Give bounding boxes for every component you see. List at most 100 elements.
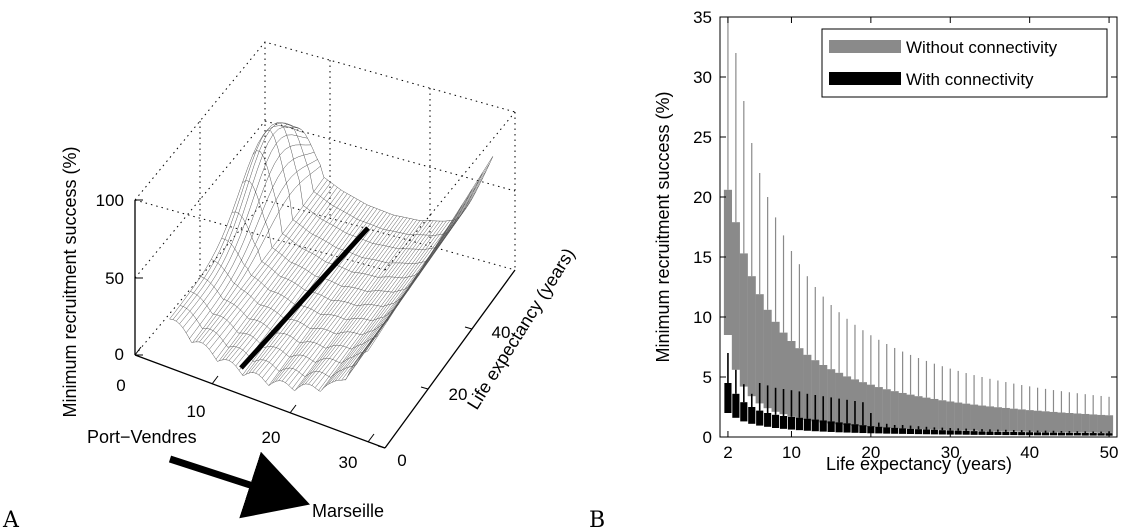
z-tick-label: 0: [115, 345, 124, 364]
chart-ticks: 0 5 10 15 20 25 30 35 2 10 20 30 40 50: [693, 8, 1118, 462]
z-ticks: 100 50 0: [96, 191, 143, 364]
optimal-line: [239, 226, 370, 370]
box: [1073, 413, 1082, 433]
x-tick-label: 2: [723, 443, 732, 462]
start-site-label: Port−Vendres: [87, 427, 197, 447]
box: [978, 431, 986, 435]
box: [977, 405, 987, 431]
box: [1057, 412, 1066, 433]
y-tick-label: 20: [693, 188, 712, 207]
box: [779, 332, 788, 415]
box: [835, 422, 843, 433]
box: [1081, 413, 1090, 433]
box: [867, 426, 875, 434]
y-tick-label: 30: [693, 68, 712, 87]
chart-bars: [723, 17, 1114, 436]
box: [724, 383, 732, 413]
box: [883, 427, 891, 434]
box: [1097, 414, 1106, 433]
x-tick-label: 0: [116, 376, 125, 395]
x-tick-label: 30: [339, 453, 358, 472]
box: [1010, 431, 1018, 436]
box: [1105, 415, 1114, 433]
chart-panel: 0 5 10 15 20 25 30 35 2 10 20 30 40 50 Without connec…: [589, 8, 1119, 529]
box: [819, 420, 827, 432]
box: [891, 427, 899, 434]
box: [748, 407, 756, 424]
box: [906, 428, 915, 434]
legend-swatch-without: [829, 40, 901, 53]
box: [914, 429, 923, 435]
box: [803, 354, 812, 420]
box: [1041, 411, 1050, 433]
x-tick-label: 10: [187, 402, 206, 421]
box: [922, 397, 931, 430]
box: [1049, 411, 1058, 433]
box: [787, 416, 796, 430]
y-tick-label: 5: [703, 368, 712, 387]
box: [962, 430, 970, 435]
box: [930, 398, 939, 430]
box: [755, 294, 764, 404]
y-tick-label: 15: [693, 248, 712, 267]
box: [1017, 409, 1026, 432]
box: [803, 418, 811, 431]
box: [787, 341, 796, 417]
box: [1034, 432, 1042, 436]
x-tick-label: 50: [1100, 443, 1119, 462]
box: [1018, 432, 1026, 436]
box: [851, 424, 859, 433]
surface-box: [134, 41, 516, 356]
box: [795, 348, 804, 419]
box: [859, 425, 867, 434]
box: [938, 400, 947, 430]
box: [1089, 414, 1098, 433]
box: [763, 309, 772, 409]
z-axis-label: Minimum recruitment success (%): [60, 146, 80, 417]
box: [866, 384, 875, 427]
box: [994, 431, 1002, 435]
direction-arrow: [168, 451, 310, 519]
box: [874, 387, 883, 428]
z-tick-label: 50: [105, 269, 124, 288]
y-tick-label: 20: [449, 385, 468, 404]
box: [970, 404, 979, 431]
box: [906, 394, 915, 429]
legend-swatch-with: [829, 72, 901, 85]
x-tick-label: 10: [782, 443, 801, 462]
legend: Without connectivity With connectivity: [821, 28, 1108, 98]
box: [731, 222, 740, 370]
y-ticks: 0 20 40: [377, 323, 510, 470]
box: [985, 406, 995, 432]
x-tick-label: 20: [861, 443, 880, 462]
box: [772, 414, 780, 428]
y-tick-label: 35: [693, 8, 712, 27]
x-tick-label: 40: [1020, 443, 1039, 462]
z-tick-label: 100: [96, 191, 124, 210]
y-tick-label: 10: [693, 308, 712, 327]
x-tick-label: 30: [941, 443, 960, 462]
legend-label-with: With connectivity: [906, 70, 1034, 89]
y-tick-label: 25: [693, 128, 712, 147]
box: [1065, 413, 1074, 433]
panel-a-label: A: [2, 508, 20, 529]
box: [1057, 432, 1065, 436]
box: [843, 423, 851, 433]
box: [914, 396, 923, 430]
box: [779, 416, 788, 429]
box: [723, 189, 732, 335]
box: [986, 431, 994, 435]
legend-label-without: Without connectivity: [906, 38, 1058, 57]
x-tick-label: 20: [262, 428, 281, 447]
box: [835, 372, 844, 425]
box: [827, 421, 835, 432]
x-ticks: 0 10 20 30: [116, 346, 375, 472]
box: [795, 417, 803, 431]
box: [954, 430, 962, 435]
box: [764, 413, 772, 427]
box: [1009, 408, 1018, 432]
box: [938, 430, 946, 435]
surface-wireframe: [169, 122, 494, 392]
box: [1097, 433, 1105, 436]
